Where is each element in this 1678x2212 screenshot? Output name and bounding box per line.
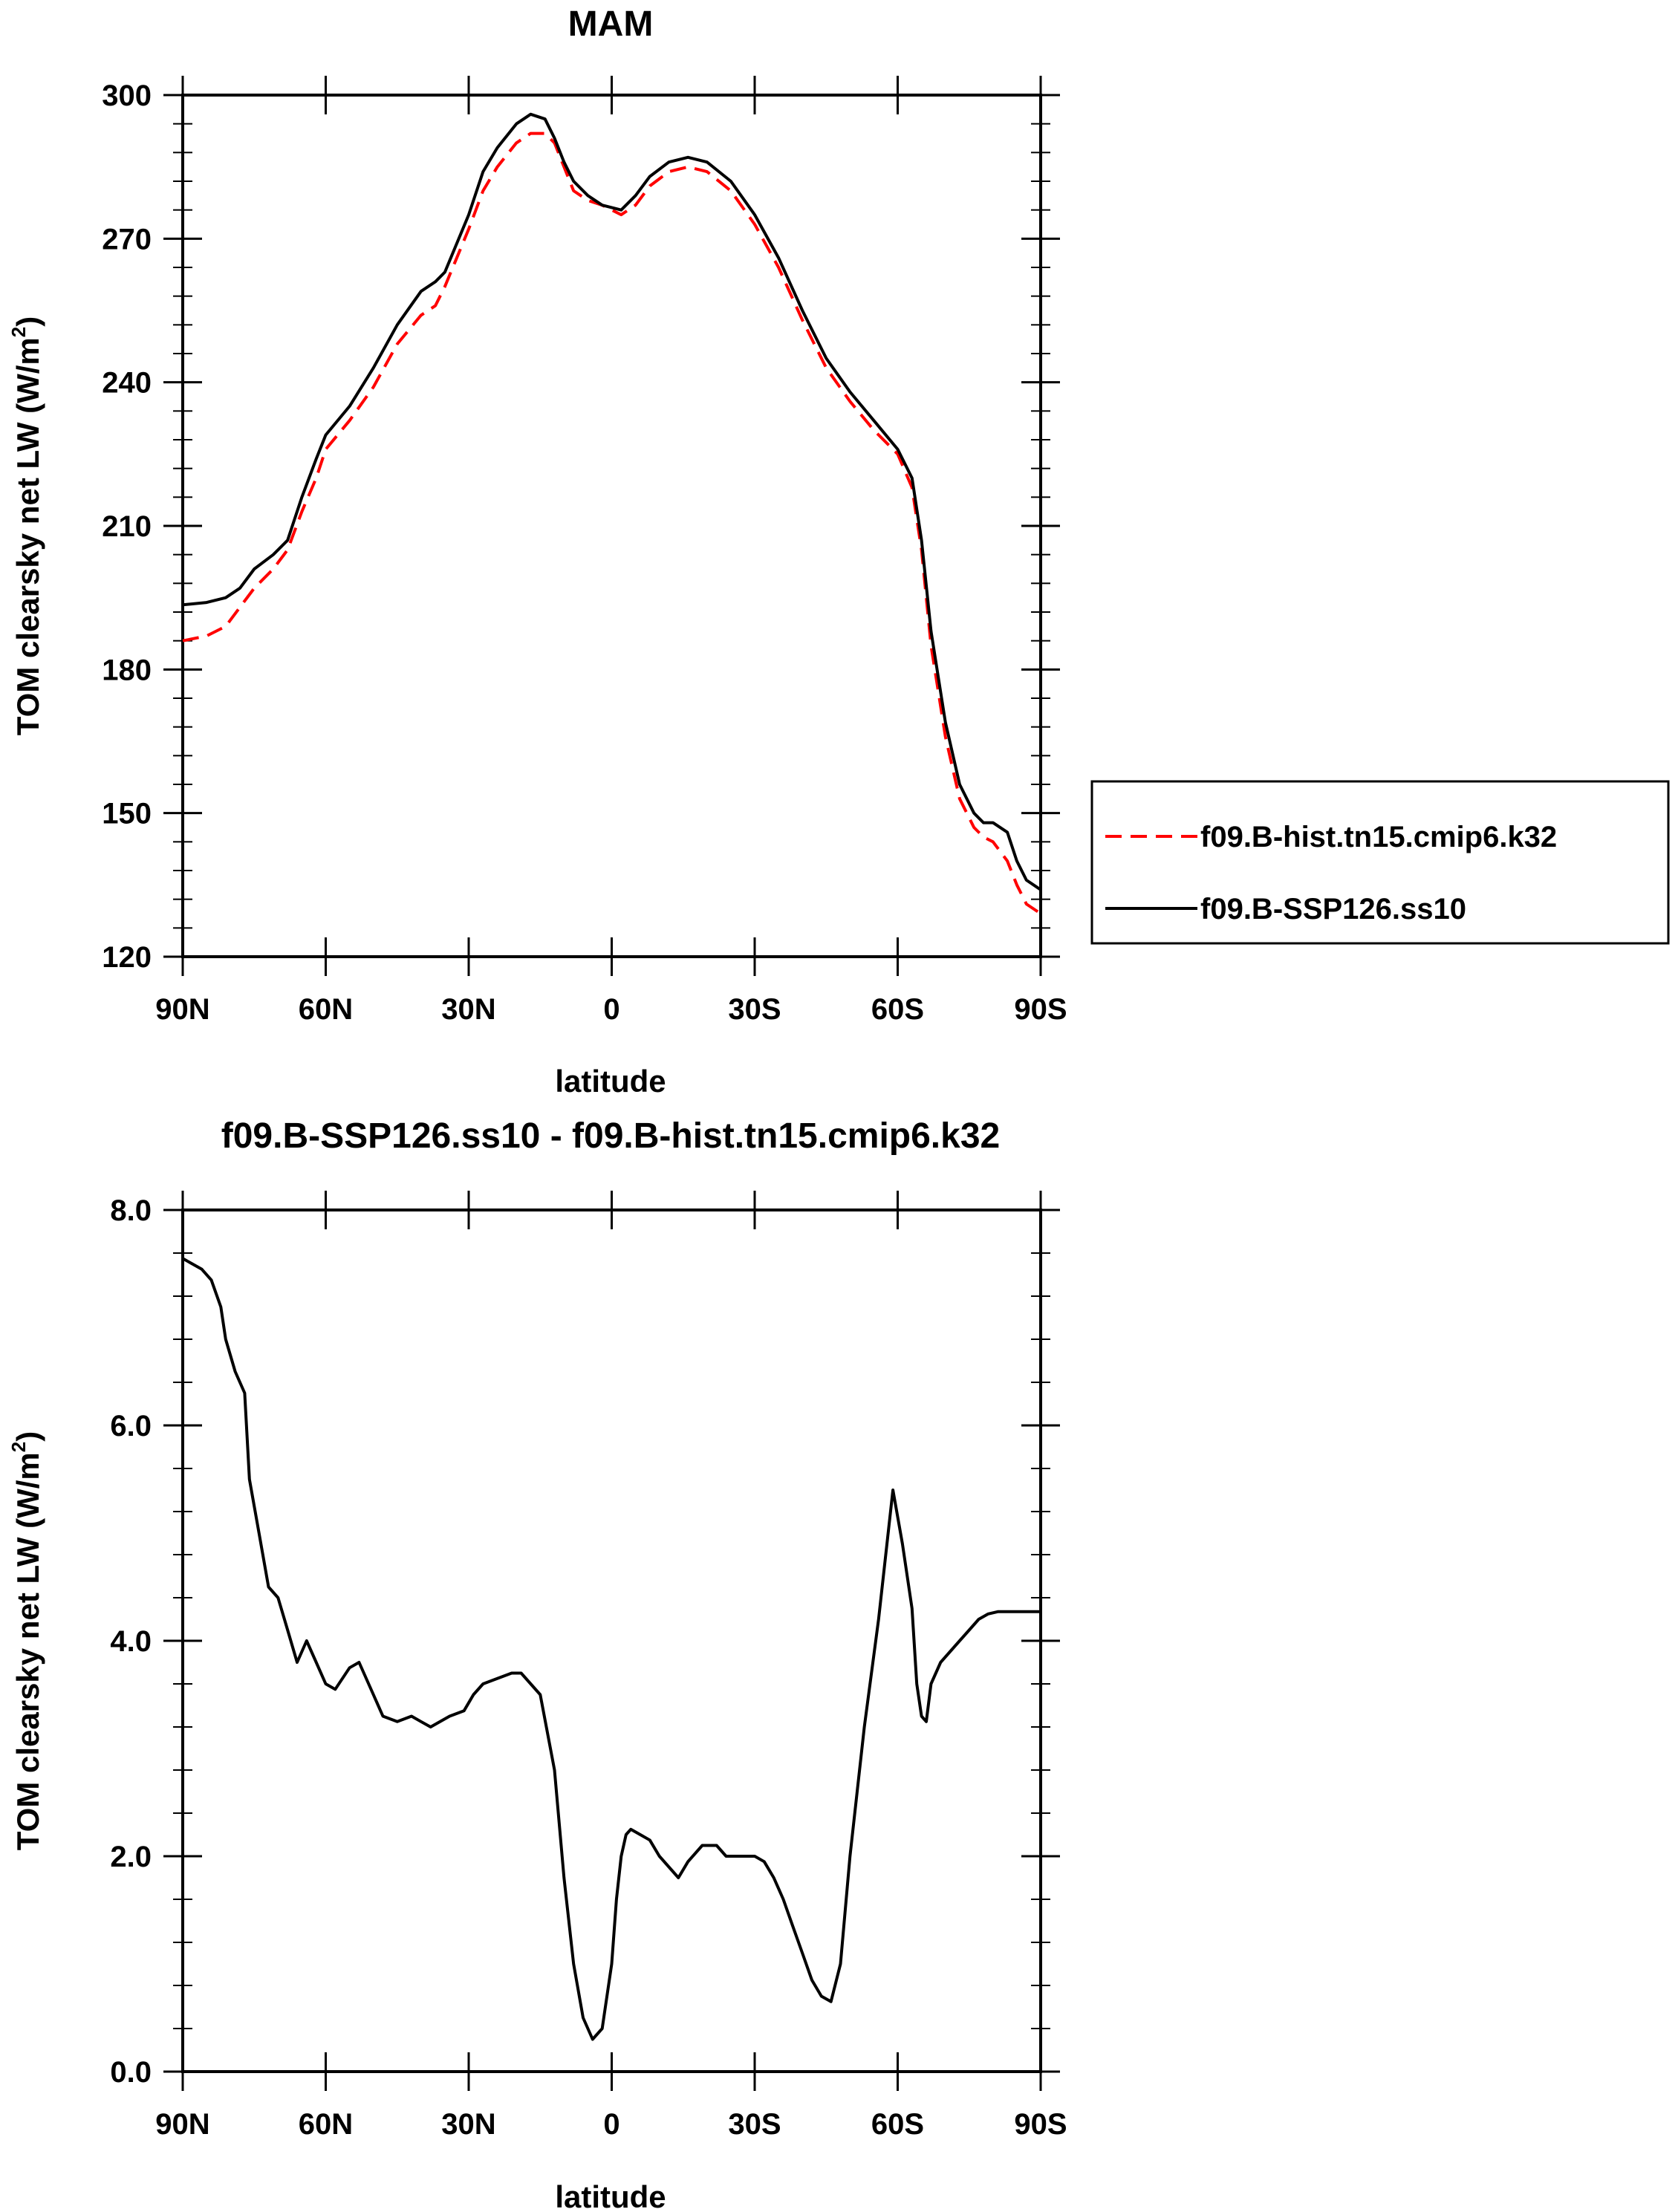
y-tick-label: 120 (102, 941, 152, 974)
legend: f09.B-hist.tn15.cmip6.k32 f09.B-SSP126.s… (1090, 780, 1670, 945)
y-tick-label: 0.0 (110, 2056, 152, 2089)
x-tick-label: 90S (1014, 993, 1067, 1026)
chart-bottom-title: f09.B-SSP126.ss10 - f09.B-hist.tn15.cmip… (221, 1116, 1000, 1156)
chart-top-series (182, 112, 1042, 915)
legend-box (1090, 780, 1670, 945)
x-tick-label: 30N (441, 993, 495, 1026)
x-tick-label: 30N (441, 2108, 495, 2141)
chart-top-xlabel: latitude (555, 1064, 666, 1099)
y-tick-label: 6.0 (110, 1410, 152, 1442)
chart-top-frame (181, 94, 1042, 958)
chart-bottom: f09.B-SSP126.ss10 - f09.B-hist.tn15.cmip… (7, 1116, 1067, 2212)
chart-top-ylabel-close: ) (10, 316, 45, 327)
chart-bottom-xlabel: latitude (555, 2179, 666, 2212)
legend-label-ssp: f09.B-SSP126.ss10 (1200, 893, 1466, 926)
x-tick-label: 90N (155, 993, 209, 1026)
x-tick-label: 0 (603, 993, 620, 1026)
chart-top-ylabel-main: TOM clearsky net LW (W/m (10, 337, 45, 735)
chart-bottom-ylabel-main: TOM clearsky net LW (W/m (10, 1452, 45, 1850)
y-tick-label: 240 (102, 367, 152, 400)
chart-bottom-series (182, 1257, 1041, 2041)
chart-bottom-ylabel-sup: 2 (7, 1442, 30, 1452)
x-tick-label: 60S (871, 993, 924, 1026)
chart-top: MAM 90N 60N 30N 0 30S 60S 90S 120 150 180 210 240 27… (7, 4, 1067, 1099)
bottom-series-line-0 (182, 1257, 1041, 2041)
x-tick-label: 0 (603, 2108, 620, 2141)
x-tick-label: 60S (871, 2108, 924, 2141)
chart-top-title: MAM (568, 4, 654, 44)
chart-bottom-frame (181, 1209, 1042, 2073)
x-tick-label: 60N (299, 2108, 353, 2141)
top-series-line-0 (182, 131, 1042, 915)
y-tick-label: 300 (102, 79, 152, 112)
x-tick-label: 30S (728, 993, 781, 1026)
legend-label-hist: f09.B-hist.tn15.cmip6.k32 (1200, 821, 1557, 853)
y-tick-label: 8.0 (110, 1194, 152, 1227)
x-tick-label: 90N (155, 2108, 209, 2141)
x-tick-label: 90S (1014, 2108, 1067, 2141)
y-tick-label: 180 (102, 654, 152, 686)
chart-bottom-ylabel-close: ) (10, 1431, 45, 1442)
y-tick-label: 270 (102, 223, 152, 256)
chart-top-ticks: 90N 60N 30N 0 30S 60S 90S 120 150 180 210 240 270 300 (102, 76, 1067, 1026)
chart-bottom-ylabel: TOM clearsky net LW (W/m2) (7, 1431, 45, 1850)
y-tick-label: 150 (102, 798, 152, 830)
chart-top-ylabel: TOM clearsky net LW (W/m2) (7, 316, 45, 735)
x-tick-label: 60N (299, 993, 353, 1026)
y-tick-label: 210 (102, 510, 152, 543)
chart-bottom-ticks: 90N 60N 30N 0 30S 60S 90S 0.0 2.0 4.0 6.0 8.0 (110, 1191, 1067, 2141)
top-series-line-1 (182, 112, 1042, 891)
y-tick-label: 4.0 (110, 1625, 152, 1658)
x-tick-label: 30S (728, 2108, 781, 2141)
y-tick-label: 2.0 (110, 1841, 152, 1873)
chart-top-ylabel-sup: 2 (7, 327, 30, 337)
